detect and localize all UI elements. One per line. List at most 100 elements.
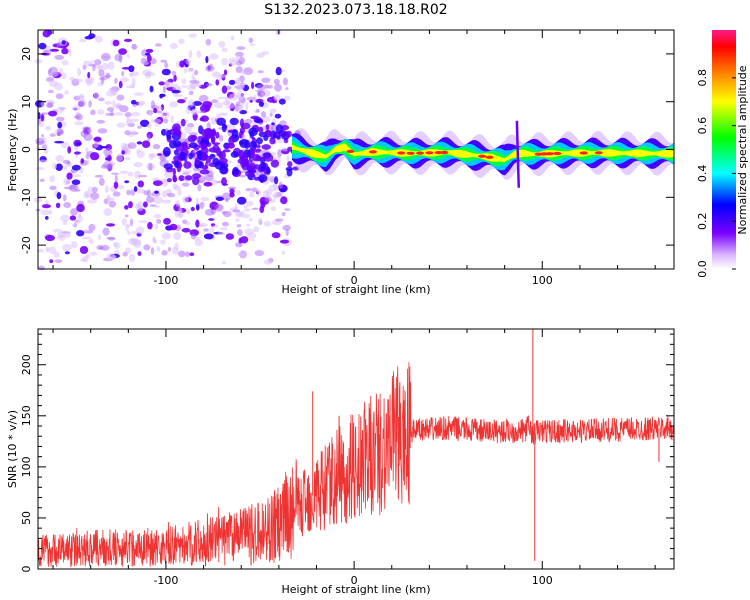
noise-blob xyxy=(246,224,251,227)
noise-blob xyxy=(262,190,270,199)
noise-blob xyxy=(230,35,235,41)
noise-blob xyxy=(229,117,239,126)
noise-blob xyxy=(38,265,45,271)
noise-blob xyxy=(56,41,62,48)
noise-blob xyxy=(106,223,115,227)
spectrogram-y-label: Frequency (Hz) xyxy=(6,109,19,192)
noise-blob xyxy=(64,251,70,255)
noise-blob xyxy=(173,74,177,82)
noise-blob xyxy=(75,142,82,146)
noise-blob xyxy=(258,217,262,224)
noise-blob xyxy=(191,73,195,80)
noise-blob xyxy=(61,72,67,80)
noise-blob xyxy=(103,208,112,217)
noise-blob xyxy=(56,192,62,200)
noise-blob xyxy=(152,180,163,187)
noise-blob xyxy=(253,94,257,102)
noise-blob xyxy=(134,170,141,179)
noise-blob xyxy=(236,189,241,196)
noise-blob xyxy=(63,231,72,238)
noise-blob xyxy=(94,65,104,69)
noise-blob xyxy=(56,106,64,113)
noise-blob xyxy=(253,226,260,233)
noise-blob xyxy=(71,105,81,111)
snr-line xyxy=(38,362,674,568)
noise-blob xyxy=(144,52,151,56)
noise-blob xyxy=(169,223,178,231)
colorbar-tick-label: 0.8 xyxy=(696,69,709,87)
noise-blob xyxy=(205,65,215,72)
noise-blob xyxy=(52,228,63,233)
noise-blob xyxy=(108,200,117,208)
noise-blob xyxy=(270,206,277,211)
noise-blob xyxy=(88,33,96,39)
noise-blob xyxy=(153,214,162,219)
noise-blob xyxy=(127,230,131,235)
noise-blob xyxy=(221,211,227,215)
noise-blob xyxy=(112,99,116,109)
noise-blob xyxy=(221,192,232,201)
noise-blob xyxy=(248,137,252,142)
noise-blob xyxy=(176,60,181,68)
noise-blob xyxy=(236,46,246,50)
noise-blob xyxy=(248,127,258,137)
noise-blob xyxy=(209,226,215,234)
noise-blob xyxy=(188,99,195,107)
noise-blob xyxy=(76,230,85,237)
noise-blob xyxy=(177,99,186,104)
noise-blob xyxy=(166,192,176,198)
noise-blob xyxy=(251,207,259,210)
noise-blob xyxy=(124,180,130,184)
noise-blob xyxy=(127,171,134,177)
noise-blob xyxy=(55,163,63,171)
noise-blob xyxy=(62,244,72,252)
noise-blob xyxy=(80,158,85,164)
noise-blob xyxy=(129,130,137,135)
noise-blob xyxy=(283,95,291,101)
noise-blob xyxy=(273,94,281,102)
noise-blob xyxy=(45,99,54,105)
noise-blob xyxy=(256,144,261,149)
noise-blob xyxy=(69,215,77,221)
noise-blob xyxy=(222,261,226,265)
noise-blob xyxy=(138,220,148,223)
noise-blob xyxy=(205,56,209,64)
noise-blob xyxy=(196,82,202,88)
noise-blob xyxy=(185,251,190,258)
noise-blob xyxy=(237,82,245,90)
noise-blob xyxy=(125,85,136,89)
noise-blob xyxy=(239,75,245,82)
noise-blob xyxy=(285,87,289,91)
noise-blob xyxy=(112,88,116,92)
noise-blob xyxy=(161,232,171,240)
noise-blob xyxy=(54,259,63,264)
noise-blob xyxy=(70,208,78,216)
noise-blob xyxy=(184,221,191,226)
noise-blob xyxy=(240,70,251,75)
noise-blob xyxy=(217,96,228,100)
noise-blob xyxy=(177,189,182,196)
colorbar-tick-label: 0.2 xyxy=(696,212,709,230)
noise-blob xyxy=(184,125,192,134)
noise-blob xyxy=(215,131,220,139)
noise-blob xyxy=(183,169,192,174)
noise-blob xyxy=(90,152,100,161)
noise-blob xyxy=(87,186,95,194)
ridge-vertical-feature xyxy=(515,120,521,188)
noise-blob xyxy=(73,220,80,224)
noise-blob xyxy=(142,61,149,66)
noise-blob xyxy=(214,102,224,109)
noise-blob xyxy=(120,142,127,151)
noise-blob xyxy=(178,250,186,258)
noise-blob xyxy=(269,112,273,117)
noise-blob xyxy=(116,94,125,101)
noise-blob xyxy=(120,77,130,83)
noise-blob xyxy=(160,239,166,245)
noise-blob xyxy=(94,91,99,100)
noise-blob xyxy=(258,174,268,183)
noise-blob xyxy=(247,162,257,172)
noise-blob xyxy=(249,238,255,242)
noise-blob xyxy=(212,224,220,228)
noise-blob xyxy=(260,200,266,209)
